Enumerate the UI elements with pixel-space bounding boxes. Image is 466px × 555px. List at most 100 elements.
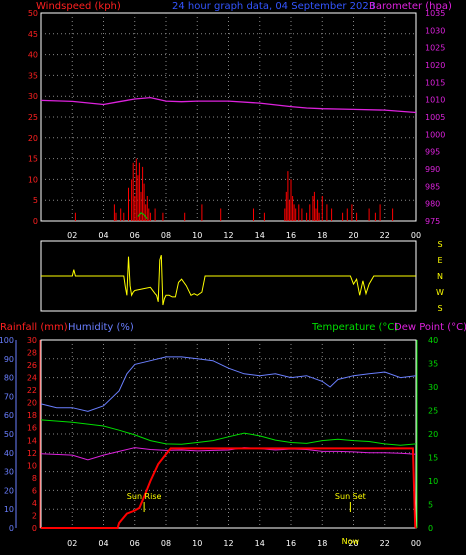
temperature-tick: 25 bbox=[428, 407, 438, 416]
windspeed-tick: 5 bbox=[33, 196, 38, 205]
hour-tick: 22 bbox=[380, 231, 390, 240]
rainfall-tick: 14 bbox=[27, 436, 37, 445]
barometer-tick: 1000 bbox=[425, 130, 445, 139]
rainfall-tick: 12 bbox=[27, 449, 37, 458]
barometer-tick: 1025 bbox=[425, 44, 445, 53]
hour-tick: 10 bbox=[192, 231, 202, 240]
temperature-tick-labels: 0 5 10 15 20 25 30 35 40 bbox=[428, 336, 438, 533]
compass-label: W bbox=[436, 288, 444, 297]
rainfall-tick: 10 bbox=[27, 461, 37, 470]
hour-tick: 08 bbox=[161, 539, 171, 548]
hour-tick: 00 bbox=[411, 231, 421, 240]
humidity-tick: 80 bbox=[4, 374, 14, 383]
windspeed-tick: 45 bbox=[28, 30, 38, 39]
humidity-tick: 0 bbox=[9, 524, 14, 533]
barometer-axis-title: Barometer (hpa) bbox=[369, 1, 452, 12]
hour-tick: 22 bbox=[380, 539, 390, 548]
rainfall-tick: 24 bbox=[27, 374, 37, 383]
humidity-tick: 40 bbox=[4, 449, 14, 458]
wind-panel-grid bbox=[41, 13, 416, 221]
temperature-tick: 40 bbox=[428, 336, 438, 345]
rainfall-tick: 8 bbox=[32, 474, 37, 483]
barometer-tick: 1015 bbox=[425, 78, 445, 87]
humidity-axis-title: Humidity (%) bbox=[68, 322, 134, 333]
windspeed-tick: 25 bbox=[28, 113, 38, 122]
hour-tick: 14 bbox=[255, 231, 265, 240]
barometer-tick: 995 bbox=[425, 148, 440, 157]
temperature-tick: 20 bbox=[428, 430, 438, 439]
rainfall-axis-title: Rainfall (mm) bbox=[0, 322, 68, 333]
temperature-series bbox=[40, 419, 417, 446]
rainfall-tick: 4 bbox=[32, 499, 37, 508]
windspeed-tick: 0 bbox=[33, 217, 38, 226]
rainfall-tick: 22 bbox=[27, 386, 37, 395]
hour-tick: 02 bbox=[67, 539, 77, 548]
humidity-tick: 50 bbox=[4, 430, 14, 439]
hour-tick: 12 bbox=[223, 539, 233, 548]
humidity-tick: 100 bbox=[0, 336, 14, 345]
rainfall-tick: 0 bbox=[32, 524, 37, 533]
humidity-tick: 70 bbox=[4, 392, 14, 401]
humidity-tick: 90 bbox=[4, 355, 14, 364]
barometer-tick: 1035 bbox=[425, 9, 445, 18]
rainfall-series bbox=[41, 447, 417, 529]
dewpoint-series bbox=[40, 447, 417, 461]
wind-direction-series bbox=[41, 254, 416, 306]
humidity-tick-labels: 0 10 20 30 40 50 60 70 80 90 100 bbox=[0, 336, 14, 533]
hour-tick: 08 bbox=[161, 231, 171, 240]
wind-panel-hour-labels: 02 04 06 08 10 12 14 16 18 20 22 00 bbox=[67, 231, 421, 240]
humidity-tick: 20 bbox=[4, 486, 14, 495]
temperature-tick: 30 bbox=[428, 383, 438, 392]
temperature-tick: 5 bbox=[428, 501, 433, 510]
windspeed-tick: 50 bbox=[28, 9, 38, 18]
rainfall-tick: 16 bbox=[27, 424, 37, 433]
temperature-tick: 0 bbox=[428, 524, 433, 533]
rainfall-tick: 18 bbox=[27, 411, 37, 420]
barometer-tick-labels: 975 980 985 990 995 1000 1005 1010 1015 1020 1025 1… bbox=[425, 9, 445, 226]
compass-label: N bbox=[437, 272, 443, 281]
hour-tick: 14 bbox=[255, 539, 265, 548]
hour-tick: 04 bbox=[98, 231, 108, 240]
wind-speed-series bbox=[74, 158, 394, 221]
hour-tick: 02 bbox=[67, 231, 77, 240]
hour-tick: 18 bbox=[317, 231, 327, 240]
graph-title: 24 hour graph data, 04 September 2023 bbox=[172, 1, 375, 12]
hour-tick: 16 bbox=[286, 231, 296, 240]
barometer-tick: 985 bbox=[425, 182, 440, 191]
barometer-tick: 1030 bbox=[425, 26, 445, 35]
barometer-tick: 975 bbox=[425, 217, 440, 226]
compass-label: S bbox=[437, 304, 442, 313]
windspeed-axis-title: Windspeed (kph) bbox=[36, 1, 121, 12]
humidity-tick: 30 bbox=[4, 468, 14, 477]
hour-tick: 20 bbox=[348, 231, 358, 240]
humidity-series bbox=[40, 356, 417, 412]
hour-tick: 10 bbox=[192, 539, 202, 548]
compass-label: S bbox=[437, 240, 442, 249]
wind-gust-series bbox=[137, 212, 148, 220]
windspeed-tick: 40 bbox=[28, 51, 38, 60]
now-marker-label: Now bbox=[342, 537, 360, 546]
hour-tick: 00 bbox=[411, 539, 421, 548]
hour-tick: 06 bbox=[130, 539, 140, 548]
rainfall-tick: 28 bbox=[27, 349, 37, 358]
hour-tick: 16 bbox=[286, 539, 296, 548]
barometer-series bbox=[40, 96, 417, 114]
windspeed-tick: 15 bbox=[28, 155, 38, 164]
rainfall-tick: 26 bbox=[27, 361, 37, 370]
rainfall-tick: 20 bbox=[27, 399, 37, 408]
rainfall-tick: 2 bbox=[32, 511, 37, 520]
sun-set-label: Sun Set bbox=[335, 492, 366, 501]
temperature-panel-hour-labels: 02 04 06 08 10 12 14 16 18 20 22 00 bbox=[67, 539, 421, 548]
temperature-tick: 35 bbox=[428, 360, 438, 369]
hour-tick: 04 bbox=[98, 539, 108, 548]
temperature-panel-grid bbox=[41, 340, 416, 528]
temperature-axis-title: Temperature (°C) bbox=[311, 322, 398, 333]
compass-label: E bbox=[437, 256, 442, 265]
windspeed-tick: 30 bbox=[28, 92, 38, 101]
windspeed-tick: 10 bbox=[28, 175, 38, 184]
barometer-tick: 1020 bbox=[425, 61, 445, 70]
sun-rise-label: Sun Rise bbox=[127, 492, 162, 501]
